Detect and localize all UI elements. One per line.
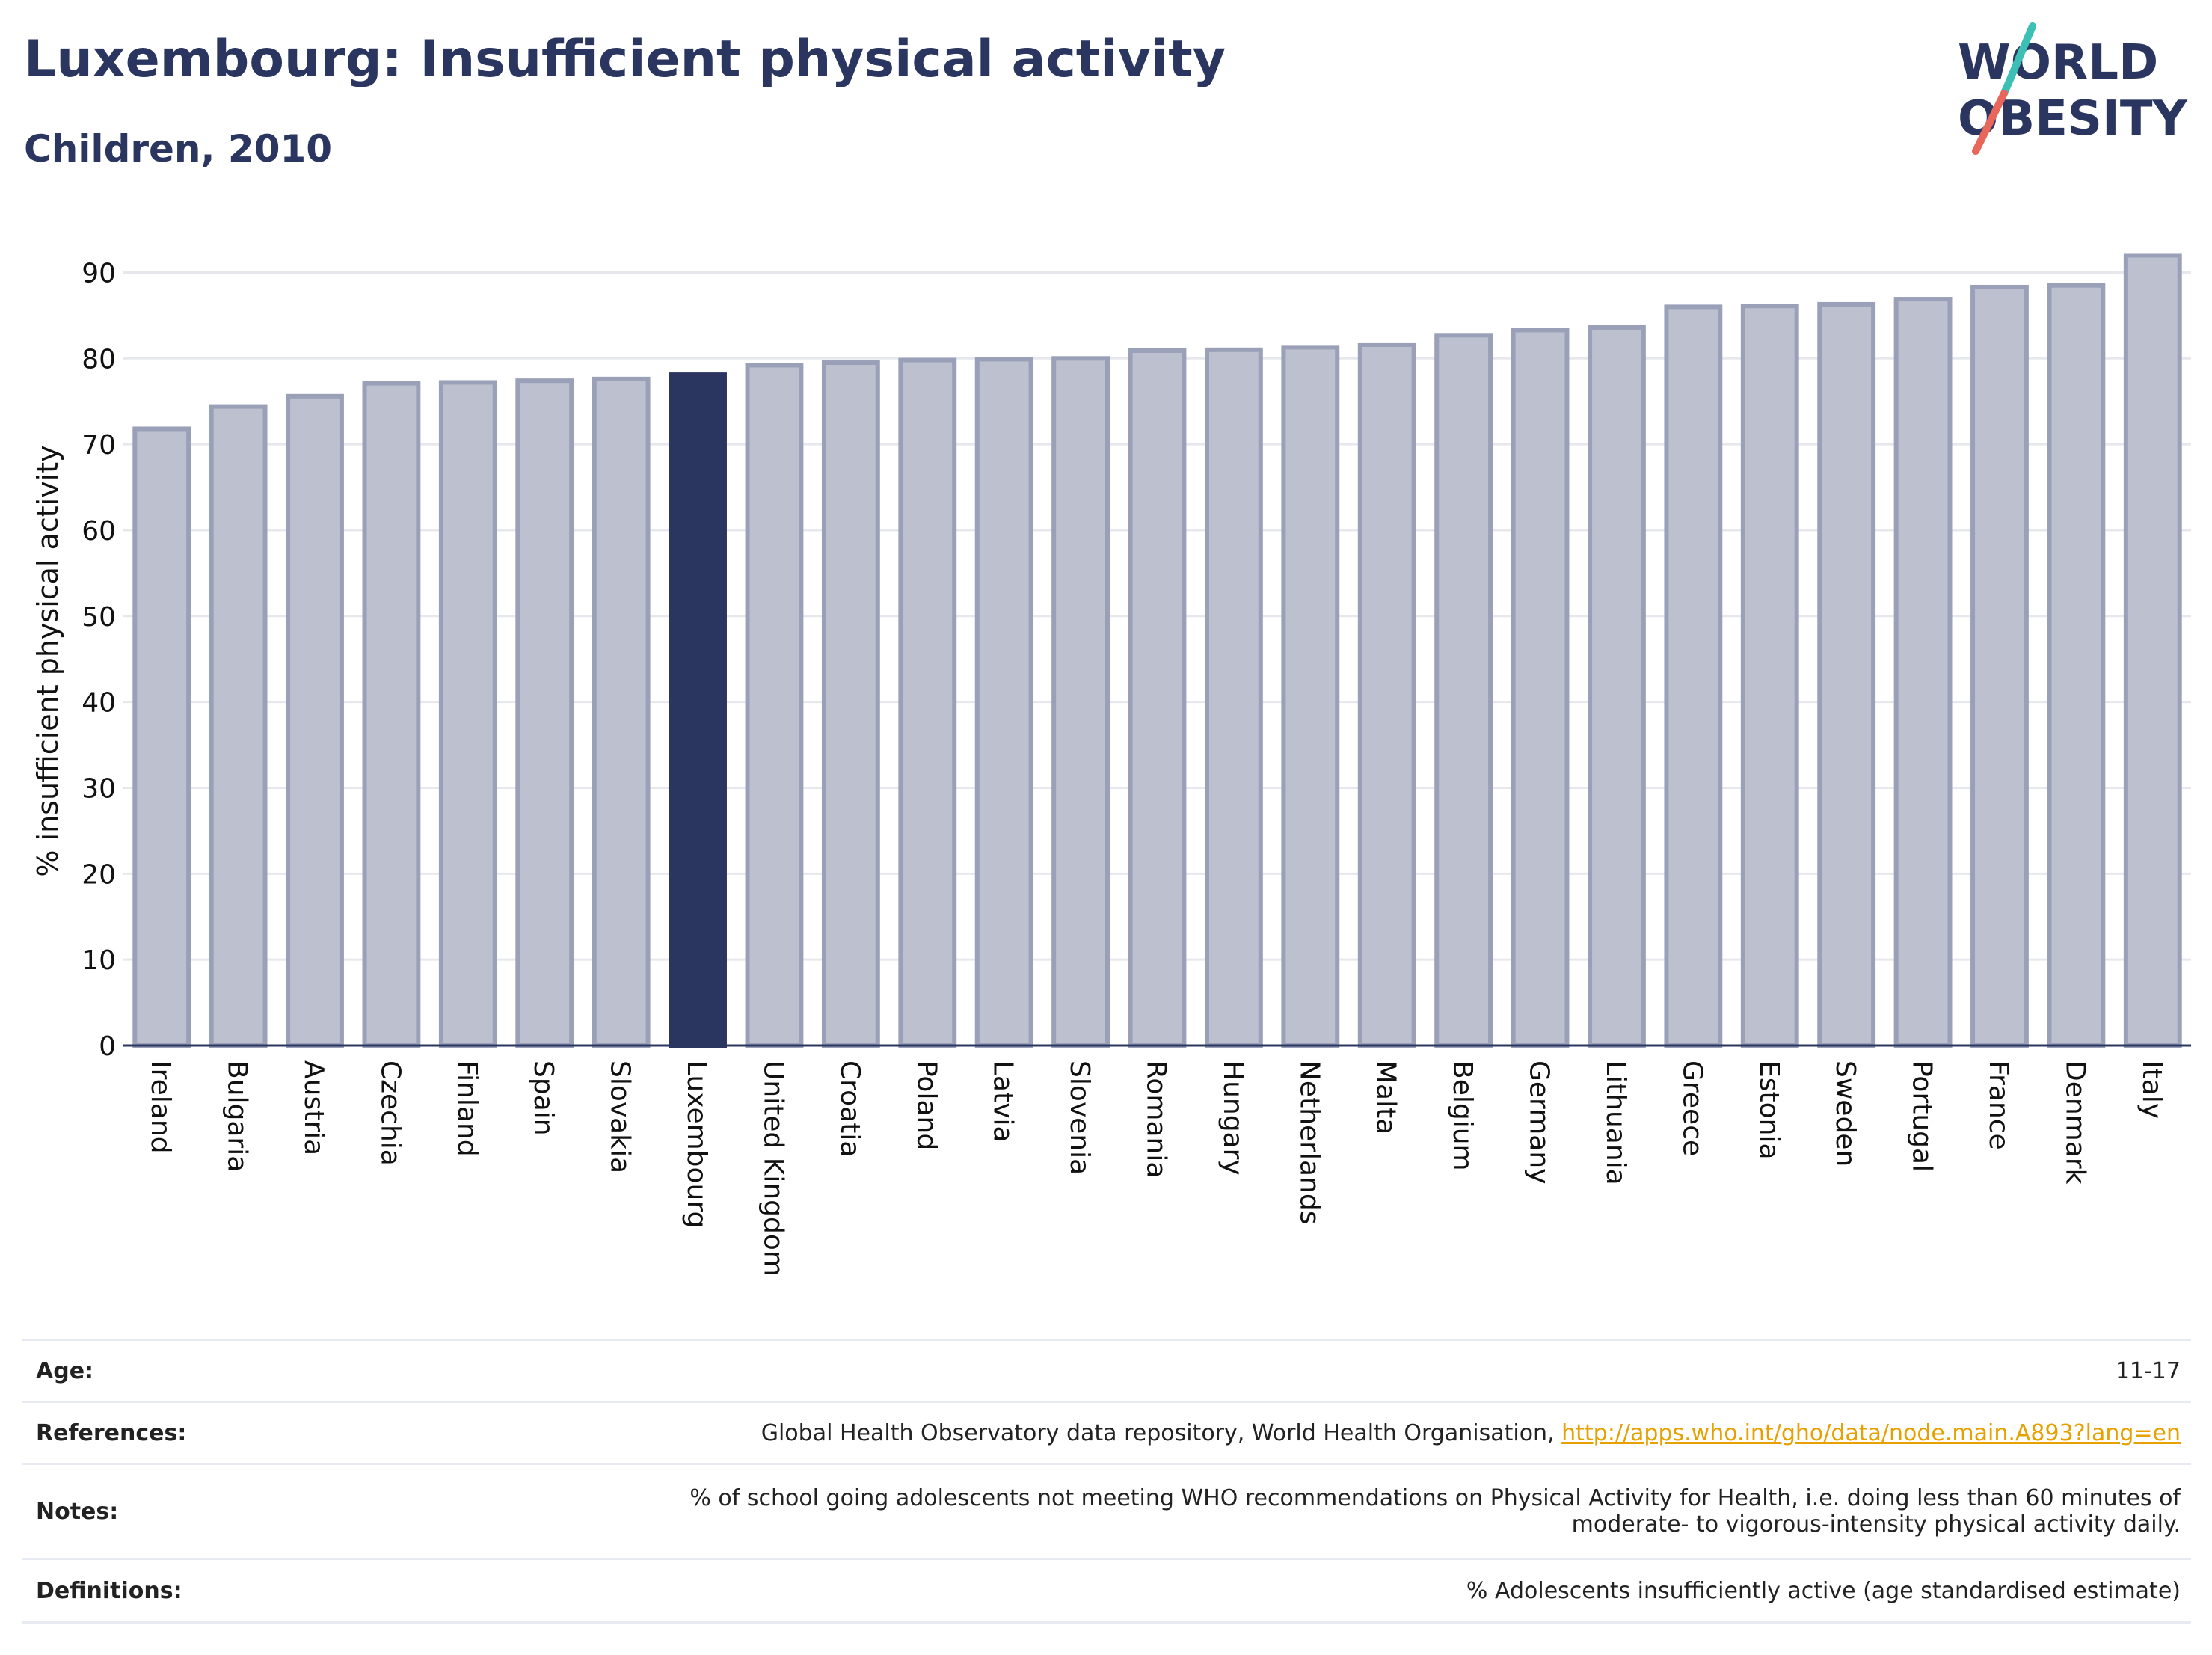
info-row-references: References: Global Health Observatory da… xyxy=(22,1401,2191,1463)
notes-line-2: moderate- to vigorous-intensity physical… xyxy=(1571,1511,2181,1538)
bar-finland xyxy=(438,380,497,1048)
x-tick-label: Denmark xyxy=(2059,1060,2090,1185)
bar-czechia xyxy=(362,381,421,1048)
y-tick-label: 80 xyxy=(82,344,116,375)
x-tick-label: France xyxy=(1983,1060,2014,1150)
notes-line-1: % of school going adolescents not meetin… xyxy=(689,1485,2181,1511)
bar-france xyxy=(1970,284,2029,1048)
bar-slovenia xyxy=(1051,356,1110,1048)
reference-text: Global Health Observatory data repositor… xyxy=(761,1419,1562,1446)
info-label: Notes: xyxy=(36,1498,119,1525)
bar-lithuania xyxy=(1588,325,1646,1048)
bar-malta xyxy=(1357,342,1416,1048)
bar-poland xyxy=(898,357,957,1048)
info-value: % of school going adolescents not meetin… xyxy=(689,1485,2191,1538)
logo-slash-teal xyxy=(2000,22,2036,97)
y-tick-label: 70 xyxy=(82,430,116,461)
x-tick-label: Germany xyxy=(1524,1060,1555,1184)
x-tick-label: Czechia xyxy=(375,1060,405,1166)
y-tick-label: 20 xyxy=(82,859,116,890)
x-tick-label: Belgium xyxy=(1447,1060,1478,1171)
bar-ireland xyxy=(132,426,191,1048)
y-tick-label: 60 xyxy=(82,516,116,547)
info-row-notes: Notes: % of school going adolescents not… xyxy=(22,1463,2191,1558)
x-tick-label: Austria xyxy=(298,1060,329,1155)
bar-latvia xyxy=(974,357,1033,1048)
x-tick-label: Latvia xyxy=(988,1060,1019,1143)
bar-romania xyxy=(1128,348,1187,1048)
bar-croatia xyxy=(821,360,880,1048)
x-tick-label: Lithuania xyxy=(1600,1060,1631,1185)
bar-chart: 0 10 20 30 40 50 60 70 80 90 Ireland Bulgaria Austr… xyxy=(31,253,2191,1277)
bar-united-kingdom xyxy=(745,363,804,1048)
bar-slovakia xyxy=(592,376,651,1048)
x-tick-label: Romania xyxy=(1141,1060,1172,1178)
info-label: Age: xyxy=(36,1357,94,1384)
y-axis-ticks: 0 10 20 30 40 50 60 70 80 90 xyxy=(82,258,116,1062)
x-tick-label: United Kingdom xyxy=(758,1060,788,1277)
bar-greece xyxy=(1664,304,1723,1048)
bar-portugal xyxy=(1893,297,1953,1048)
bar-sweden xyxy=(1817,301,1876,1048)
y-tick-label: 30 xyxy=(82,773,116,804)
x-tick-label: Croatia xyxy=(835,1060,865,1157)
reference-link[interactable]: http://apps.who.int/gho/data/node.main.A… xyxy=(1561,1419,2181,1446)
x-tick-label: Estonia xyxy=(1754,1060,1784,1160)
y-tick-label: 10 xyxy=(82,945,116,976)
info-value-references: Global Health Observatory data repositor… xyxy=(761,1420,2191,1446)
x-tick-label: Portugal xyxy=(1907,1060,1938,1172)
bar-italy xyxy=(2123,253,2182,1048)
logo-slash-red xyxy=(1972,90,2008,155)
bar-belgium xyxy=(1434,333,1493,1048)
bar-luxembourg xyxy=(669,372,727,1048)
bars xyxy=(132,253,2182,1048)
x-tick-label: Finland xyxy=(452,1060,482,1157)
bar-denmark xyxy=(2047,283,2106,1048)
info-value: 11-17 xyxy=(2115,1357,2181,1384)
y-tick-label: 40 xyxy=(82,688,116,719)
world-obesity-logo: WORLD OBESITY xyxy=(1958,22,2187,155)
x-axis-ticks: Ireland Bulgaria Austria Czechia Finland Spai… xyxy=(145,1060,2167,1277)
bar-hungary xyxy=(1204,347,1263,1048)
x-tick-label: Sweden xyxy=(1830,1060,1861,1167)
info-label: Definitions: xyxy=(36,1577,182,1604)
x-tick-label: Spain xyxy=(528,1060,559,1136)
y-tick-label: 90 xyxy=(82,258,116,289)
x-tick-label: Bulgaria xyxy=(222,1060,253,1172)
info-value: % Adolescents insufficiently active (age… xyxy=(1466,1577,2181,1604)
x-tick-label: Ireland xyxy=(145,1060,176,1154)
x-tick-label: Slovakia xyxy=(605,1060,636,1173)
x-tick-label: Italy xyxy=(2136,1060,2167,1119)
page-subtitle: Children, 2010 xyxy=(24,127,333,171)
y-tick-label: 50 xyxy=(82,602,116,633)
x-tick-label: Slovenia xyxy=(1064,1060,1095,1175)
bar-netherlands xyxy=(1281,345,1340,1048)
info-table: Age: 11-17 References: Global Health Obs… xyxy=(22,1339,2191,1624)
y-axis-label: % insufficient physical activity xyxy=(31,445,64,876)
info-label: References: xyxy=(36,1419,187,1446)
x-tick-label: Luxembourg xyxy=(681,1060,712,1228)
bar-estonia xyxy=(1740,304,1799,1048)
bar-bulgaria xyxy=(209,404,268,1048)
page-title: Luxembourg: Insufficient physical activi… xyxy=(24,30,1226,89)
info-row-definitions: Definitions: % Adolescents insufficientl… xyxy=(22,1558,2191,1624)
y-tick-label: 0 xyxy=(99,1031,116,1062)
x-tick-label: Hungary xyxy=(1217,1060,1248,1176)
bar-austria xyxy=(286,393,344,1048)
x-tick-label: Poland xyxy=(911,1060,941,1150)
x-tick-label: Greece xyxy=(1677,1060,1707,1156)
x-tick-label: Malta xyxy=(1371,1060,1401,1134)
x-tick-label: Netherlands xyxy=(1294,1060,1324,1224)
bar-spain xyxy=(515,378,574,1048)
info-row-age: Age: 11-17 xyxy=(22,1339,2191,1401)
bar-germany xyxy=(1511,328,1570,1048)
logo-line2: OBESITY xyxy=(1958,91,2187,147)
logo-line1: WORLD xyxy=(1958,35,2158,90)
